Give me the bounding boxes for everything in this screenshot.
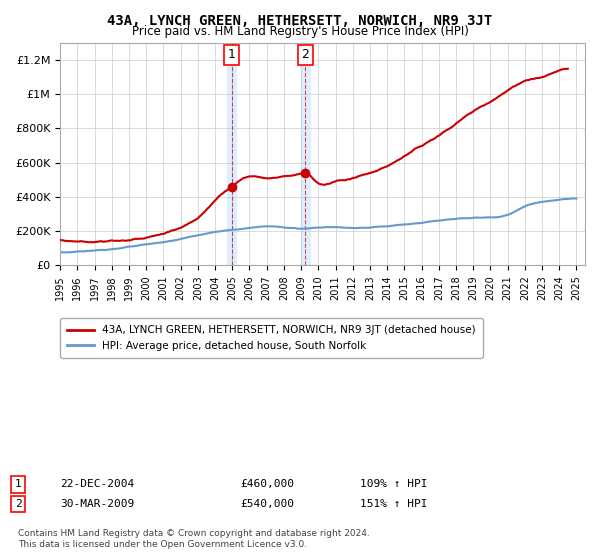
- Bar: [301, 43, 310, 265]
- Text: 151% ↑ HPI: 151% ↑ HPI: [360, 499, 427, 509]
- Text: £460,000: £460,000: [240, 479, 294, 489]
- Text: £540,000: £540,000: [240, 499, 294, 509]
- Text: 22-DEC-2004: 22-DEC-2004: [60, 479, 134, 489]
- Text: 109% ↑ HPI: 109% ↑ HPI: [360, 479, 427, 489]
- Text: Contains HM Land Registry data © Crown copyright and database right 2024.
This d: Contains HM Land Registry data © Crown c…: [18, 529, 370, 549]
- Text: 2: 2: [301, 49, 309, 62]
- Bar: [227, 43, 236, 265]
- Text: Price paid vs. HM Land Registry's House Price Index (HPI): Price paid vs. HM Land Registry's House …: [131, 25, 469, 38]
- Text: 30-MAR-2009: 30-MAR-2009: [60, 499, 134, 509]
- Text: 1: 1: [14, 479, 22, 489]
- Text: 43A, LYNCH GREEN, HETHERSETT, NORWICH, NR9 3JT: 43A, LYNCH GREEN, HETHERSETT, NORWICH, N…: [107, 14, 493, 28]
- Text: 1: 1: [228, 49, 236, 62]
- Text: 2: 2: [14, 499, 22, 509]
- Legend: 43A, LYNCH GREEN, HETHERSETT, NORWICH, NR9 3JT (detached house), HPI: Average pr: 43A, LYNCH GREEN, HETHERSETT, NORWICH, N…: [60, 318, 483, 358]
